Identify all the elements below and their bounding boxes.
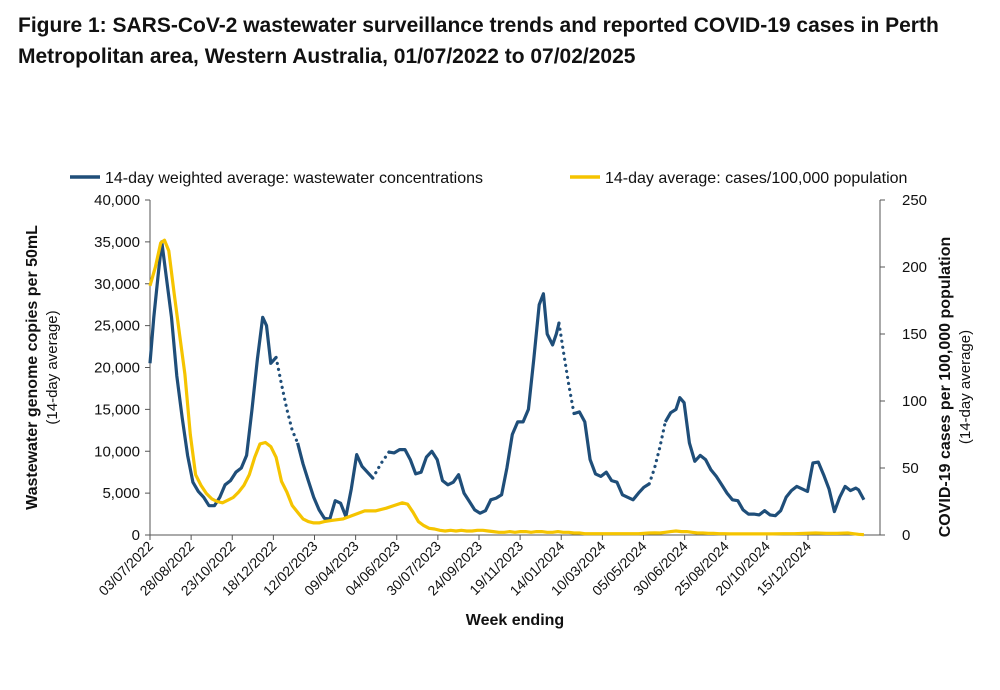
series-group	[148, 238, 866, 537]
right-tick-label: 100	[902, 393, 927, 410]
left-tick-label: 25,000	[94, 318, 140, 335]
legend: 14-day weighted average: wastewater conc…	[70, 170, 907, 187]
cases-series-line-solid	[148, 238, 865, 537]
right-tick-label: 200	[902, 259, 927, 276]
axes-group: 0 5,000 10,000 15,000 20,000 25,000 30,000 35,0…	[94, 192, 927, 599]
wastewater-series-line-solid	[296, 442, 374, 521]
right-tick-label: 50	[902, 460, 919, 477]
wastewater-series-line-dotted	[274, 355, 300, 445]
left-tick-label: 40,000	[94, 192, 140, 209]
left-tick-label: 0	[132, 527, 140, 544]
left-tick-label: 15,000	[94, 401, 140, 418]
wastewater-series-line-solid	[388, 292, 561, 515]
right-axis-title: COVID-19 cases per 100,000 population	[937, 237, 954, 538]
legend-label-wastewater: 14-day weighted average: wastewater conc…	[105, 170, 483, 187]
wastewater-series-line-solid	[663, 396, 866, 518]
right-tick-label: 0	[902, 527, 910, 544]
wastewater-series-line-dotted	[371, 450, 391, 480]
wastewater-series-line-solid	[148, 240, 278, 508]
left-tick-label: 35,000	[94, 234, 140, 251]
left-tick-label: 5,000	[102, 485, 140, 502]
right-axis-subtitle: (14-day average)	[957, 330, 974, 444]
left-tick-label: 10,000	[94, 443, 140, 460]
wastewater-series-line-dotted	[557, 321, 576, 416]
wastewater-series-line-dotted	[647, 420, 667, 486]
legend-label-cases: 14-day average: cases/100,000 population	[605, 170, 907, 187]
left-tick-label: 30,000	[94, 276, 140, 293]
wastewater-series-line-solid	[573, 410, 651, 502]
right-tick-label: 250	[902, 192, 927, 209]
right-tick-label: 150	[902, 326, 927, 343]
left-axis-title: Wastewater genome copies per 50mL	[24, 225, 41, 510]
left-axis-subtitle: (14-day average)	[44, 310, 61, 424]
left-tick-label: 20,000	[94, 360, 140, 377]
axis-labels: Wastewater genome copies per 50mL (14-day…	[24, 225, 974, 629]
x-axis-title: Week ending	[466, 612, 564, 629]
chart-title: Figure 1: SARS-CoV-2 wastewater surveill…	[18, 14, 939, 68]
